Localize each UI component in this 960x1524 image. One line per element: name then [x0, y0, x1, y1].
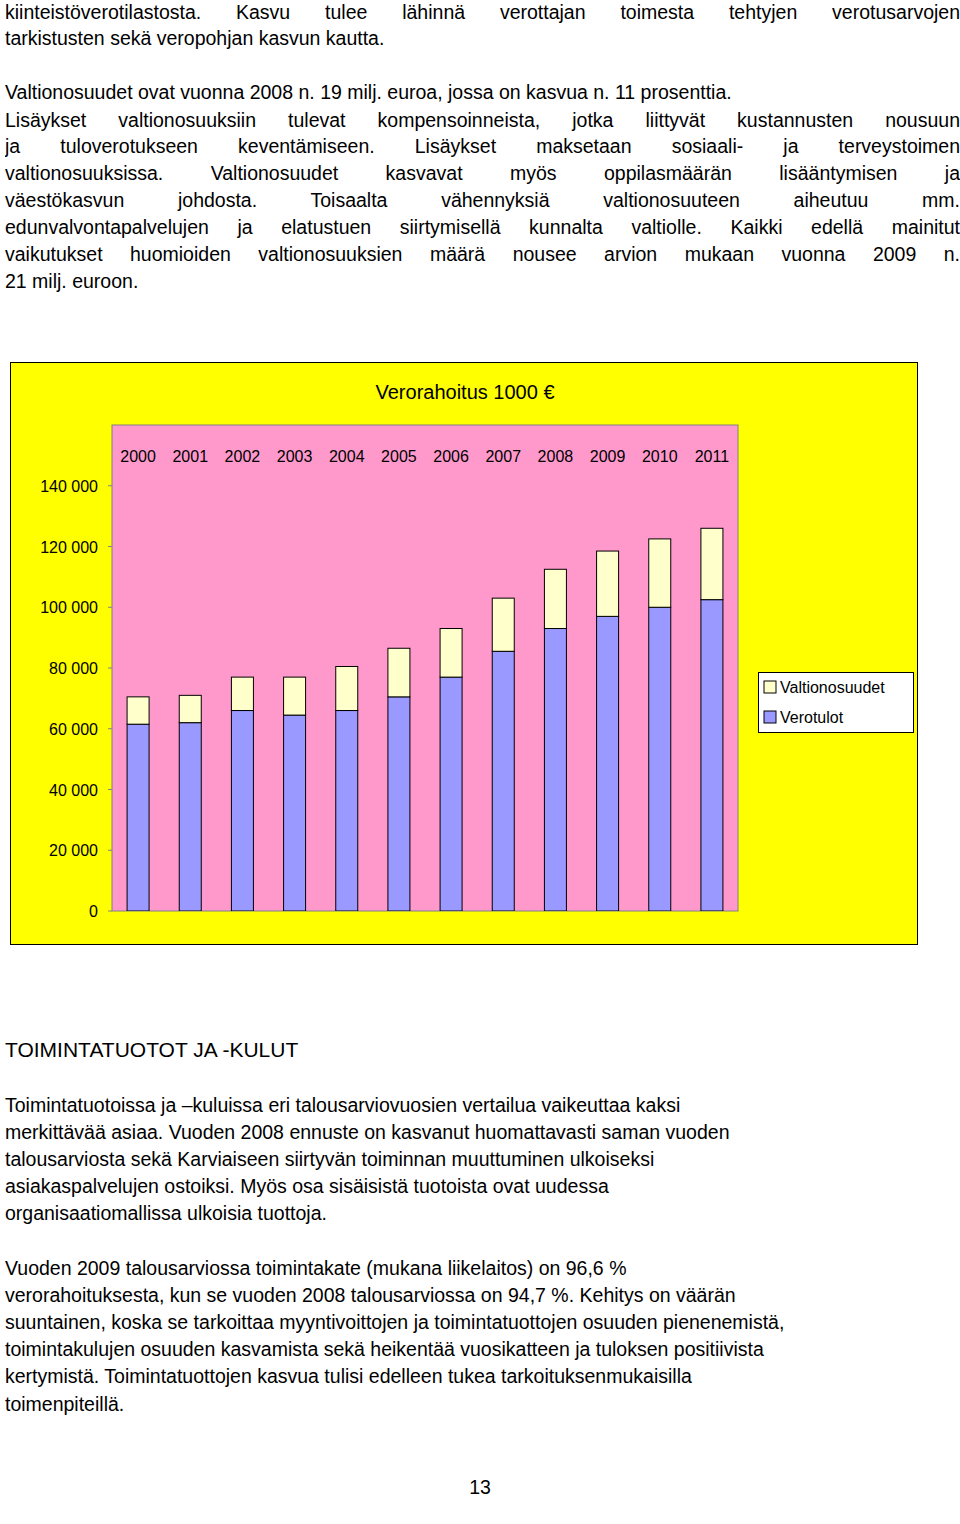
text-line: verorahoituksesta, kun se vuoden 2008 ta… [5, 1282, 960, 1309]
text-line: Vuoden 2009 talousarviossa toimintakate … [5, 1255, 960, 1282]
text-line: Valtionosuudet ovat vuonna 2008 n. 19 mi… [5, 79, 960, 106]
y-tick-label: 20 000 [49, 842, 98, 859]
bar [492, 598, 514, 651]
chart: Verorahoitus 1000 € 0 20 000 40 000 60 000 80… [0, 0, 960, 1524]
text-line: kiinteistöverotilastosta. Kasvu tulee lä… [5, 0, 960, 26]
text-line: edunvalvontapalvelujen ja elatustuen sii… [5, 214, 960, 241]
text-line: merkittävää asiaa. Vuoden 2008 ennuste o… [5, 1119, 960, 1146]
plot-area [112, 425, 738, 911]
chart-background [11, 363, 918, 945]
bar [388, 697, 410, 911]
bar [284, 715, 306, 911]
bar [649, 539, 671, 607]
bar [179, 723, 201, 911]
x-tick-label: 2001 [172, 448, 208, 465]
text-line: väestökasvun johdosta. Toisaalta vähenny… [5, 187, 960, 214]
x-tick-label: 2007 [485, 448, 521, 465]
bar [231, 711, 253, 911]
bar [701, 528, 723, 599]
y-tick-label: 40 000 [49, 782, 98, 799]
page-number: 13 [0, 1474, 960, 1501]
legend-swatch [764, 711, 776, 723]
y-tick-label: 140 000 [40, 478, 98, 495]
y-tick [108, 485, 112, 486]
bar [336, 666, 358, 710]
bar [284, 677, 306, 715]
text-line: toimenpiteillä. [5, 1391, 960, 1418]
x-tick-label: 2009 [590, 448, 626, 465]
legend-label: Verotulot [780, 709, 844, 726]
y-tick-label: 60 000 [49, 721, 98, 738]
bar [127, 724, 149, 911]
bar [440, 629, 462, 678]
x-tick-label: 2003 [277, 448, 313, 465]
y-tick [108, 607, 112, 608]
text-line: vaikutukset huomioiden valtionosuuksien … [5, 241, 960, 268]
y-tick [108, 911, 112, 912]
legend [759, 673, 914, 733]
bar [597, 551, 619, 616]
text-line: Lisäykset valtionosuuksiin tulevat kompe… [5, 107, 960, 134]
y-tick-label: 0 [89, 903, 98, 920]
text-line: suuntainen, koska se tarkoittaa myyntivo… [5, 1309, 960, 1336]
bar [179, 695, 201, 722]
bar [388, 648, 410, 697]
bar [544, 629, 566, 911]
y-tick [108, 850, 112, 851]
bar [440, 677, 462, 911]
bar [649, 607, 671, 911]
y-tick [108, 728, 112, 729]
x-tick-label: 2000 [120, 448, 156, 465]
y-tick-label: 100 000 [40, 599, 98, 616]
text-line: ja tuloverotukseen keventämiseen. Lisäyk… [5, 133, 960, 160]
x-tick-label: 2005 [381, 448, 417, 465]
bar [231, 677, 253, 710]
page: kiinteistöverotilastosta. Kasvu tulee lä… [0, 0, 960, 1524]
text-line: Toimintatuotoissa ja –kuluissa eri talou… [5, 1092, 960, 1119]
y-tick-label: 80 000 [49, 660, 98, 677]
legend-swatch [764, 681, 776, 693]
x-tick-label: 2011 [695, 448, 730, 465]
text-line: kertymistä. Toimintatuottojen kasvua tul… [5, 1363, 960, 1390]
bar [492, 651, 514, 911]
y-tick-label: 120 000 [40, 539, 98, 556]
y-tick [108, 789, 112, 790]
x-tick-label: 2008 [538, 448, 574, 465]
x-tick-label: 2002 [225, 448, 261, 465]
text-line: toimintakulujen osuuden kasvamista sekä … [5, 1336, 960, 1363]
y-tick [108, 546, 112, 547]
text-line: 21 milj. euroon. [5, 268, 960, 295]
legend-label: Valtionosuudet [780, 679, 885, 696]
bar [597, 616, 619, 911]
y-tick [108, 668, 112, 669]
x-tick-label: 2004 [329, 448, 365, 465]
bar [701, 600, 723, 911]
chart-title: Verorahoitus 1000 € [375, 381, 554, 403]
text-line: valtionosuuksissa. Valtionosuudet kasvav… [5, 160, 960, 187]
x-tick-label: 2010 [642, 448, 678, 465]
text-line: asiakaspalvelujen ostoiksi. Myös osa sis… [5, 1173, 960, 1200]
bar [127, 697, 149, 724]
text-line: organisaatiomallissa ulkoisia tuottoja. [5, 1200, 960, 1227]
text-line: tarkistusten sekä veropohjan kasvun kaut… [5, 25, 960, 52]
x-tick-label: 2006 [433, 448, 469, 465]
bar [336, 711, 358, 911]
text-line: talousarviosta sekä Karviaiseen siirtyvä… [5, 1146, 960, 1173]
bars [127, 528, 723, 911]
bar [544, 569, 566, 628]
section-heading: TOIMINTATUOTOT JA -KULUT [5, 1036, 960, 1063]
